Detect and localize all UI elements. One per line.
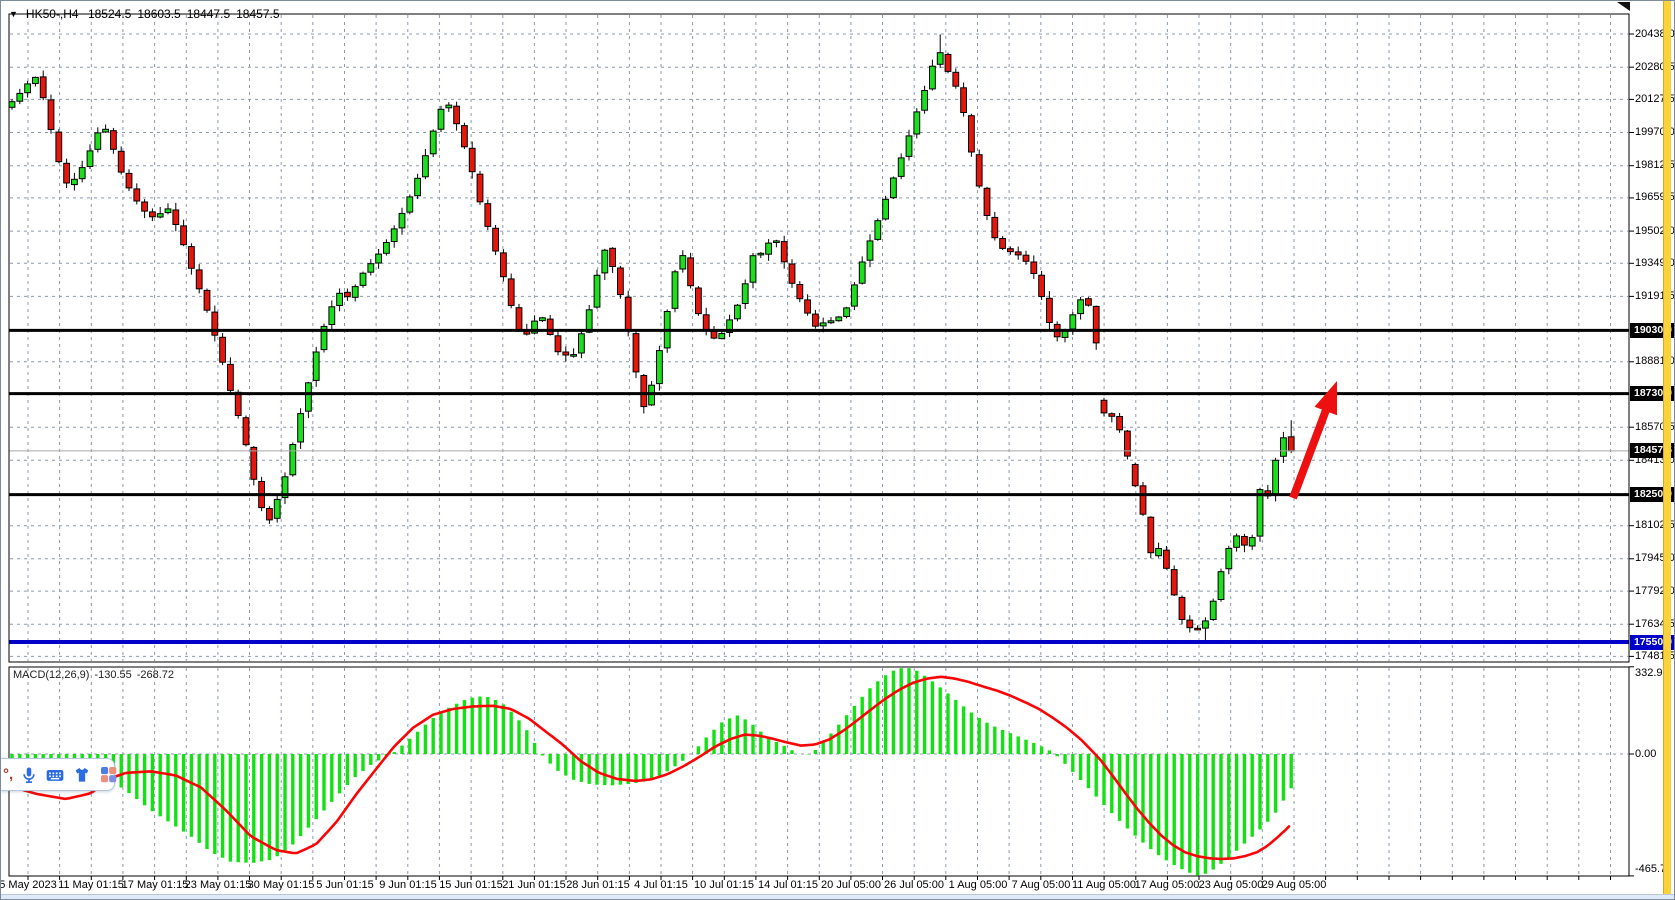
keyboard-icon[interactable] <box>45 765 65 785</box>
macd-signal-value: -268.72 <box>136 669 175 681</box>
apps-grid-icon[interactable] <box>99 765 118 785</box>
quote-close: 18457.5 <box>236 7 280 21</box>
quote-low: 18447.5 <box>186 7 231 21</box>
scroll-highlight-stripe[interactable] <box>1663 1 1671 894</box>
symbol-ohlc-label: ▼ HK50-,H4 18524.5 18603.5 18447.5 18457.5 <box>9 7 286 21</box>
bullish-arrow-annotation[interactable] <box>1289 403 1332 500</box>
quote-open: 18524.5 <box>87 7 132 21</box>
chart-dropdown-arrow-icon: ▼ <box>9 9 18 19</box>
macd-value: -130.55 <box>94 669 132 681</box>
macd-name: MACD(12,26,9) <box>13 669 90 681</box>
symbol-name: HK50-,H4 <box>25 7 79 21</box>
quote-high: 18603.5 <box>137 7 181 21</box>
microphone-icon[interactable] <box>20 765 38 785</box>
pen-icon[interactable]: °, <box>3 766 14 783</box>
macd-indicator-label: MACD(12,26,9) -130.55 -268.72 <box>13 669 179 681</box>
input-accessory-toolbar: °, <box>1 758 118 791</box>
window-bottom-edge <box>1 894 1674 899</box>
tshirt-icon[interactable] <box>72 765 92 785</box>
